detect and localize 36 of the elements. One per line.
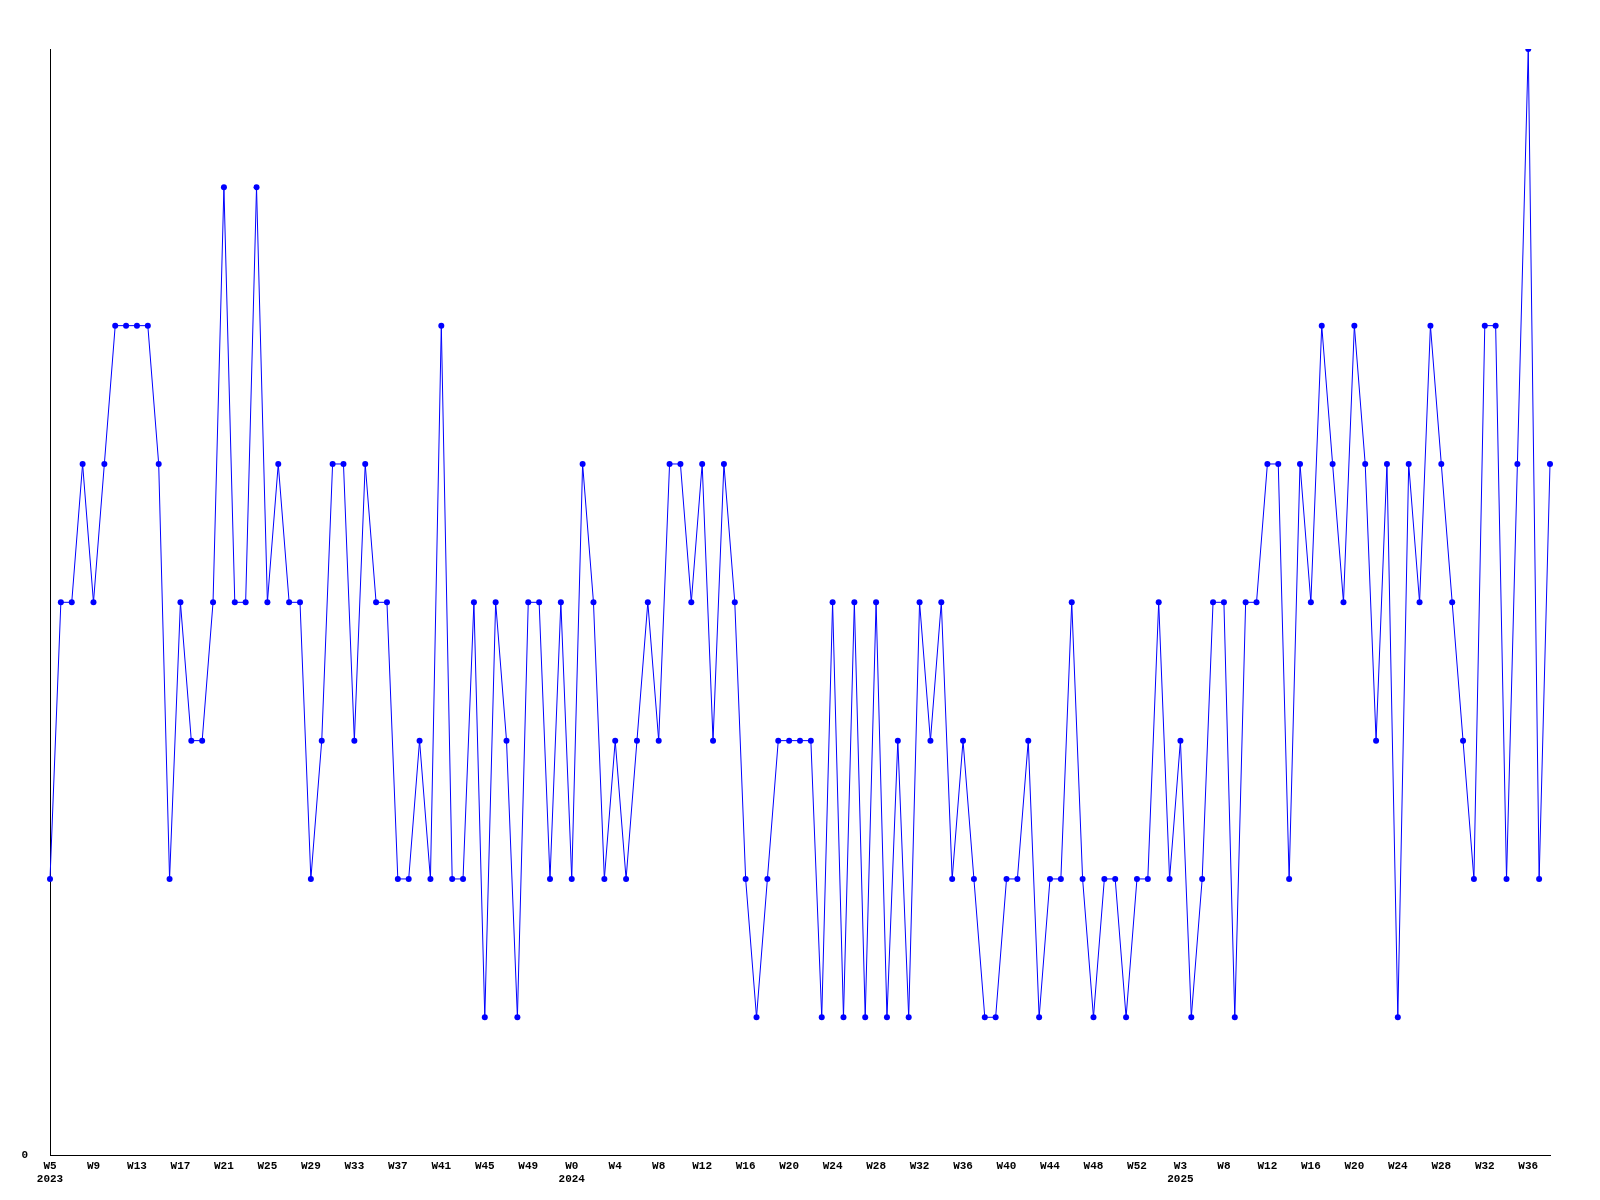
x-tick-label: W9 (86, 1159, 101, 1172)
x-tick-label: W3 2025 (1167, 1159, 1195, 1186)
x-tick-label: W25 (257, 1159, 278, 1172)
x-tick-label: W44 (1040, 1159, 1061, 1172)
x-tick-label: W24 (1387, 1159, 1409, 1172)
x-tick-label: W16 (735, 1159, 756, 1172)
x-tick-label: W36 (953, 1159, 973, 1172)
x-tick-label: W28 (866, 1159, 887, 1172)
x-tick-label: W37 (387, 1159, 408, 1172)
x-tick-label: W45 (474, 1159, 496, 1172)
x-tick-label: W12 (1257, 1159, 1278, 1172)
x-tick-label: W33 (344, 1159, 365, 1172)
x-tick-label: W32 (1474, 1159, 1495, 1172)
x-tick-label: W40 (996, 1159, 1017, 1172)
x-tick-label: W36 (1518, 1159, 1539, 1172)
x-tick-label: W52 (1127, 1159, 1147, 1172)
x-tick-label: W48 (1083, 1159, 1104, 1172)
x-tick-label: W4 (608, 1159, 623, 1172)
x-tick-label: W0 2024 (558, 1159, 586, 1186)
x-tick-label: W29 (300, 1159, 321, 1172)
x-tick-label: W8 (1217, 1159, 1231, 1172)
x-tick-label: W5 2023 (36, 1159, 64, 1186)
x-tick-label: W20 (779, 1159, 800, 1172)
x-tick-label: W21 (214, 1159, 235, 1172)
x-tick-label: W17 (170, 1159, 191, 1172)
x-tick-label: W13 (127, 1159, 148, 1172)
x-tick-label: W24 (822, 1159, 843, 1172)
x-tick-label: W49 (518, 1159, 539, 1172)
x-tick-label: W20 (1344, 1159, 1365, 1172)
x-tick-label: W32 (909, 1159, 930, 1172)
x-tick-label: W8 (652, 1159, 666, 1172)
x-tick-label: W41 (431, 1159, 452, 1172)
x-tick-label: W12 (692, 1159, 713, 1172)
x-tick-label: W28 (1431, 1159, 1452, 1172)
text: 0 (21, 1149, 28, 1162)
x-tick-label: W16 (1300, 1159, 1321, 1172)
